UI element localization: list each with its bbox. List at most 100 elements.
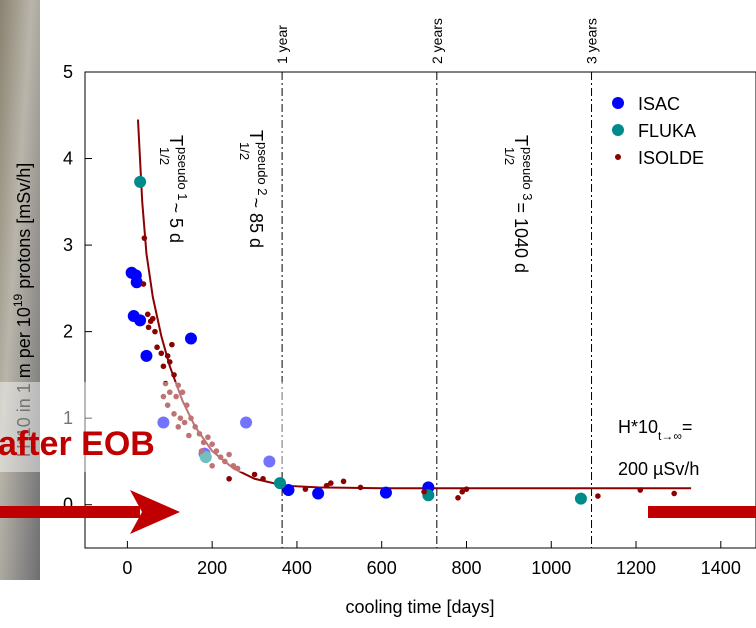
- annotation-sup: pseudo 2: [255, 142, 270, 196]
- annotation-sub: 1/2: [237, 142, 252, 160]
- data-point: [312, 487, 325, 500]
- data-point: [152, 328, 158, 335]
- data-point: [130, 276, 143, 289]
- data-point: [177, 415, 184, 421]
- x-tick-label: 1000: [531, 558, 571, 578]
- plot-frame: [84, 71, 756, 549]
- data-point: [209, 462, 215, 469]
- data-point: [379, 486, 392, 499]
- y-axis-title-part: H*10 in 1 m per 10: [14, 307, 34, 457]
- x-tick-label: 0: [122, 558, 132, 578]
- data-point: [192, 424, 199, 430]
- data-point: [141, 235, 148, 241]
- annotation-sub: 1/2: [157, 147, 172, 165]
- data-point: [217, 454, 224, 460]
- year-label: 1 year: [274, 25, 290, 64]
- fade-overlay: [0, 382, 300, 472]
- overlay-text: after EOB: [0, 425, 155, 463]
- y-tick-label: 0: [63, 495, 73, 515]
- legend-marker: [612, 124, 624, 136]
- dose-sub: t→∞: [658, 429, 682, 443]
- data-point: [463, 486, 470, 492]
- data-point: [179, 389, 186, 396]
- data-point: [260, 475, 266, 482]
- y-axis-title-part: 19: [11, 293, 25, 307]
- legend-label: ISOLDE: [638, 148, 704, 168]
- data-point: [162, 380, 169, 387]
- data-point: [459, 488, 466, 495]
- data-point: [595, 493, 601, 499]
- data-point: [157, 416, 170, 429]
- data-point: [213, 448, 220, 454]
- dose-base: H*10: [618, 417, 658, 437]
- fit-curve: [136, 119, 692, 490]
- data-point: [199, 451, 212, 464]
- data-point: [158, 350, 165, 357]
- legend-label: FLUKA: [638, 121, 696, 141]
- data-point: [282, 484, 295, 497]
- y-tick-label: 1: [63, 408, 73, 428]
- data-point: [226, 451, 232, 458]
- background-photo: [0, 0, 40, 580]
- data-point: [134, 314, 147, 327]
- annotation-rest: = 1040 d: [511, 203, 531, 274]
- data-point: [140, 349, 153, 362]
- data-point: [150, 315, 156, 322]
- x-tick-label: 1200: [616, 558, 656, 578]
- annotation-rest: ~ 85 d: [246, 198, 266, 249]
- data-point: [455, 495, 461, 501]
- data-point: [164, 353, 171, 359]
- y-axis-title-part: protons [mSv/h]: [14, 163, 34, 294]
- overlay: after EOB: [0, 425, 756, 534]
- x-tick-label: 1400: [701, 558, 741, 578]
- data-point: [175, 382, 182, 389]
- arrow-shaft: [0, 506, 140, 518]
- annotation-base: T: [166, 135, 186, 146]
- data-point: [251, 471, 258, 478]
- data-point: [175, 424, 182, 430]
- x-tick-label: 400: [282, 558, 312, 578]
- arrow-head: [130, 490, 180, 534]
- data-point: [166, 389, 173, 396]
- data-point: [198, 448, 205, 454]
- data-point: [183, 402, 190, 409]
- annotation-sup: pseudo 3: [520, 147, 535, 201]
- year-label: 3 years: [584, 18, 600, 64]
- data-point: [134, 175, 147, 188]
- x-tick-label: 600: [367, 558, 397, 578]
- data-point: [263, 455, 276, 468]
- arrow-bar: [648, 506, 756, 518]
- x-tick-label: 800: [451, 558, 481, 578]
- data-point: [144, 311, 151, 318]
- data-point: [145, 324, 152, 331]
- annotation-sup: pseudo 1: [175, 147, 190, 201]
- data-point: [164, 402, 171, 409]
- data-point: [230, 462, 237, 469]
- data-point: [234, 465, 241, 472]
- data-point: [205, 434, 211, 441]
- data-point: [302, 486, 309, 492]
- year-label: 2 years: [429, 18, 445, 64]
- data-point: [181, 419, 188, 426]
- y-tick-label: 4: [63, 149, 73, 169]
- data-point: [637, 487, 644, 493]
- annotation-base: T: [511, 135, 531, 146]
- data-point: [421, 488, 427, 495]
- annotation-rest: ~ 5 d: [166, 203, 186, 244]
- annotation-sub: 1/2: [502, 147, 517, 165]
- data-point: [240, 416, 253, 429]
- data-point: [323, 482, 330, 489]
- data-point: [273, 477, 286, 490]
- data-point: [160, 393, 167, 400]
- data-point: [340, 478, 347, 485]
- y-axis-title: H*10 in 1 m per 1019 protons [mSv/h]: [11, 163, 34, 458]
- data-point: [171, 411, 177, 417]
- plot: 0 200 400 600 800 1000 1200 1400 0 1 2 3 4 5 H*10 in 1…: [11, 18, 741, 578]
- data-point: [357, 484, 364, 491]
- data-point: [222, 458, 228, 465]
- data-point: [226, 475, 232, 482]
- data-point: [160, 363, 167, 370]
- legend-label: ISAC: [638, 94, 680, 114]
